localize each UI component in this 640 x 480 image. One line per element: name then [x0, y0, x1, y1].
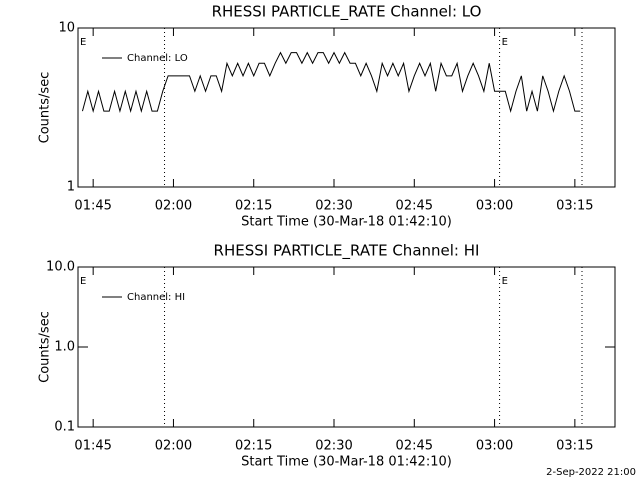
legend-label: Channel: HI — [127, 292, 185, 303]
x-tick-label: 02:45 — [396, 199, 433, 214]
annotation: E — [502, 276, 508, 287]
y-tick-label: 1.0 — [54, 340, 75, 355]
x-tick-label: 01:45 — [74, 439, 111, 454]
x-tick-label: 03:15 — [556, 439, 593, 454]
annotation: E — [502, 37, 508, 48]
x-tick-label: 01:45 — [74, 199, 111, 214]
x-tick-label: 03:15 — [556, 199, 593, 214]
annotation: E — [80, 276, 86, 287]
x-axis-label: Start Time (30-Mar-18 01:42:10) — [241, 455, 452, 470]
x-tick-label: 02:15 — [235, 199, 272, 214]
x-tick-label: 02:30 — [315, 199, 352, 214]
footer: 2-Sep-2022 21:00 — [546, 467, 636, 478]
x-tick-label: 02:00 — [155, 199, 192, 214]
y-axis-label: Counts/sec — [38, 72, 53, 144]
chart-title: RHESSI PARTICLE_RATE Channel: HI — [214, 242, 480, 261]
y-tick-label: 10.0 — [46, 260, 75, 275]
x-tick-label: 02:00 — [155, 439, 192, 454]
x-tick-label: 02:30 — [315, 439, 352, 454]
data-line — [81, 51, 581, 114]
y-tick-label: 0.1 — [54, 420, 75, 435]
y-axis-label: Counts/sec — [38, 311, 53, 383]
annotation: E — [80, 37, 86, 48]
x-tick-label: 03:00 — [476, 199, 513, 214]
chart-title: RHESSI PARTICLE_RATE Channel: LO — [212, 3, 482, 22]
y-tick-label: 10 — [58, 21, 75, 36]
x-tick-label: 02:45 — [396, 439, 433, 454]
x-tick-label: 02:15 — [235, 439, 272, 454]
x-axis-label: Start Time (30-Mar-18 01:42:10) — [241, 215, 452, 230]
plot-frame — [77, 27, 616, 188]
x-tick-label: 03:00 — [476, 439, 513, 454]
y-tick-label: 1 — [67, 180, 75, 195]
legend-label: Channel: LO — [127, 53, 188, 64]
